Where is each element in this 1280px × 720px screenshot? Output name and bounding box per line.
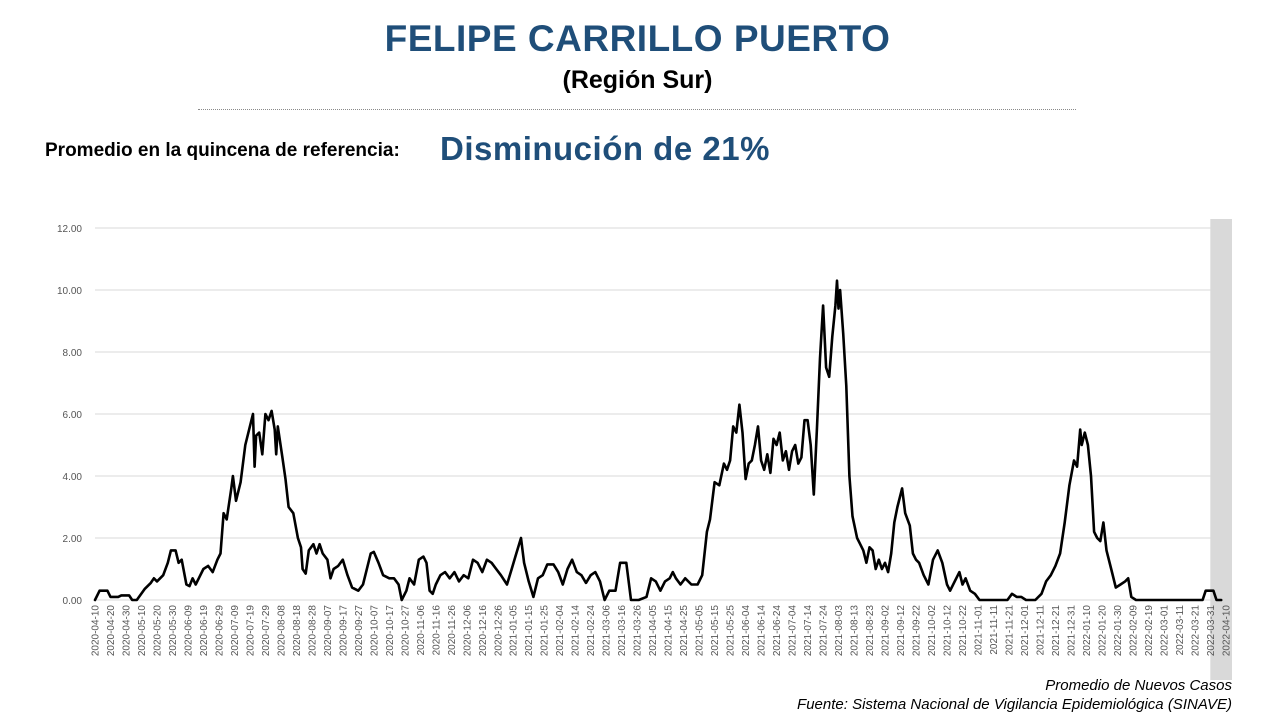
x-tick-label: 2021-03-26 — [633, 605, 644, 657]
x-tick-label: 2020-04-10 — [91, 605, 102, 657]
x-tick-label: 2021-10-12 — [943, 605, 954, 657]
page-subtitle: (Región Sur) — [562, 66, 713, 94]
x-tick-label: 2021-11-01 — [974, 605, 985, 656]
y-tick-label: 8.00 — [63, 348, 83, 359]
x-tick-label: 2020-10-07 — [369, 605, 380, 657]
x-tick-label: 2021-07-04 — [788, 605, 799, 657]
recent-period-band — [1210, 219, 1232, 680]
x-tick-label: 2020-11-26 — [447, 605, 458, 656]
x-tick-label: 2021-06-04 — [741, 605, 752, 657]
x-tick-label: 2021-02-14 — [571, 605, 582, 657]
y-tick-label: 4.00 — [63, 472, 83, 483]
x-tick-label: 2021-06-14 — [757, 605, 768, 657]
series-legend-note: Promedio de Nuevos Casos — [1045, 677, 1232, 694]
x-tick-label: 2022-02-09 — [1128, 605, 1139, 657]
x-tick-label: 2021-08-13 — [850, 605, 861, 657]
x-tick-label: 2021-02-24 — [586, 605, 597, 657]
x-tick-label: 2020-07-29 — [261, 605, 272, 657]
x-tick-label: 2020-05-30 — [168, 605, 179, 657]
x-tick-label: 2022-02-19 — [1144, 605, 1155, 657]
x-tick-label: 2021-11-11 — [989, 605, 1000, 655]
x-tick-label: 2020-06-09 — [183, 605, 194, 657]
x-tick-label: 2021-07-24 — [819, 605, 830, 657]
x-tick-label: 2020-09-07 — [323, 605, 334, 657]
x-tick-label: 2020-09-17 — [338, 605, 349, 657]
y-tick-label: 6.00 — [63, 410, 83, 421]
x-tick-label: 2020-08-28 — [307, 605, 318, 657]
x-tick-label: 2021-11-21 — [1004, 605, 1015, 656]
x-tick-label: 2021-12-21 — [1051, 605, 1062, 657]
x-tick-label: 2022-03-11 — [1175, 605, 1186, 656]
x-tick-label: 2020-07-09 — [230, 605, 241, 657]
y-tick-label: 0.00 — [63, 596, 83, 607]
x-tick-label: 2021-12-31 — [1066, 605, 1077, 657]
x-tick-label: 2020-08-08 — [276, 605, 287, 657]
x-tick-label: 2020-09-27 — [354, 605, 365, 657]
x-tick-label: 2020-06-19 — [199, 605, 210, 657]
series-line-0 — [93, 279, 1223, 602]
x-tick-label: 2022-01-10 — [1082, 605, 1093, 657]
x-tick-label: 2021-04-05 — [648, 605, 659, 657]
x-tick-label: 2021-01-05 — [509, 605, 520, 657]
cases-line-chart: 0.00 2.00 4.00 6.00 8.00 10.00 12.00 2020-04-10… — [57, 219, 1232, 680]
x-tick-label: 2022-03-01 — [1159, 605, 1170, 657]
x-tick-label: 2021-02-04 — [555, 605, 566, 657]
title-divider — [198, 109, 1076, 110]
x-tick-label: 2020-08-18 — [292, 605, 303, 657]
x-tick-label: 2021-07-14 — [803, 605, 814, 657]
x-tick-label: 2020-05-20 — [153, 605, 164, 657]
x-tick-label: 2021-09-02 — [881, 605, 892, 657]
x-tick-label: 2020-11-16 — [431, 605, 442, 656]
x-tick-label: 2021-09-12 — [896, 605, 907, 657]
x-tick-label: 2021-12-01 — [1020, 605, 1031, 657]
x-tick-label: 2020-07-19 — [245, 605, 256, 657]
x-tick-label: 2022-01-20 — [1097, 605, 1108, 657]
x-tick-label: 2021-03-16 — [617, 605, 628, 657]
reference-label: Promedio en la quincena de referencia: — [45, 140, 400, 161]
x-tick-label: 2021-10-22 — [958, 605, 969, 657]
x-tick-label: 2021-05-25 — [726, 605, 737, 657]
x-tick-label: 2021-03-06 — [602, 605, 613, 657]
x-tick-label: 2021-04-15 — [664, 605, 675, 657]
reference-value: Disminución de 21% — [440, 130, 770, 167]
x-tick-label: 2021-04-25 — [679, 605, 690, 657]
x-tick-label: 2021-09-22 — [912, 605, 923, 657]
x-tick-label: 2021-05-15 — [710, 605, 721, 657]
x-tick-label: 2020-12-06 — [462, 605, 473, 657]
x-tick-label: 2022-01-30 — [1113, 605, 1124, 657]
x-tick-label: 2021-08-23 — [865, 605, 876, 657]
y-tick-label: 10.00 — [57, 286, 82, 297]
data-source-note: Fuente: Sistema Nacional de Vigilancia E… — [797, 696, 1232, 713]
x-tick-label: 2020-12-16 — [478, 605, 489, 657]
x-tick-label: 2020-12-26 — [493, 605, 504, 657]
x-tick-label: 2021-12-11 — [1035, 605, 1046, 656]
y-tick-label: 12.00 — [57, 224, 82, 235]
x-tick-label: 2020-04-30 — [122, 605, 133, 657]
x-tick-label: 2022-04-10 — [1221, 605, 1232, 657]
x-tick-label: 2022-03-21 — [1190, 605, 1201, 657]
page-title: FELIPE CARRILLO PUERTO — [384, 18, 891, 59]
x-tick-label: 2021-05-05 — [695, 605, 706, 657]
x-tick-label: 2020-04-20 — [106, 605, 117, 657]
x-tick-label: 2022-03-31 — [1206, 605, 1217, 657]
x-tick-label: 2020-06-29 — [214, 605, 225, 657]
x-tick-label: 2020-11-06 — [416, 605, 427, 656]
x-tick-label: 2021-01-25 — [540, 605, 551, 657]
y-tick-label: 2.00 — [63, 534, 83, 545]
x-tick-label: 2021-10-02 — [927, 605, 938, 657]
x-tick-label: 2021-01-15 — [524, 605, 535, 657]
x-tick-label: 2021-06-24 — [772, 605, 783, 657]
x-tick-label: 2021-08-03 — [834, 605, 845, 657]
x-tick-label: 2020-10-17 — [385, 605, 396, 657]
x-tick-label: 2020-10-27 — [400, 605, 411, 657]
x-tick-label: 2020-05-10 — [137, 605, 148, 657]
